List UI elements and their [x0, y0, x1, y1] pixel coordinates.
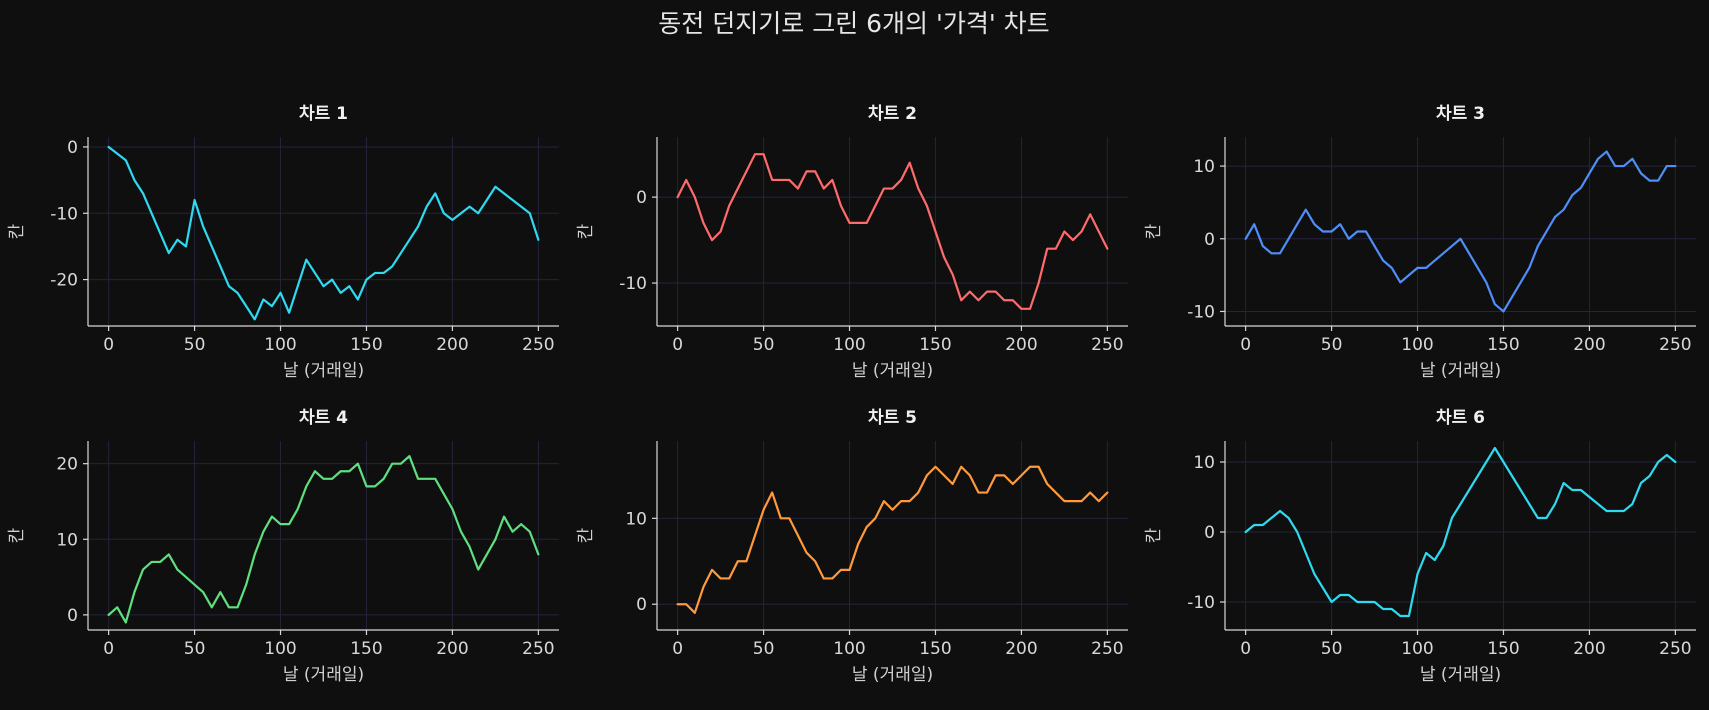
- x-tick-label: 200: [436, 335, 468, 355]
- y-tick-label: 0: [67, 606, 78, 626]
- x-tick-label: 0: [103, 639, 114, 659]
- x-tick-label: 0: [672, 335, 683, 355]
- x-tick-label: 50: [753, 639, 775, 659]
- x-tick-label: 0: [672, 639, 683, 659]
- x-tick-label: 100: [264, 335, 296, 355]
- x-axis-label: 날 (거래일): [1420, 665, 1501, 685]
- x-axis-label: 날 (거래일): [283, 665, 364, 685]
- x-tick-label: 100: [833, 639, 865, 659]
- x-axis-label: 날 (거래일): [852, 361, 933, 381]
- figure-title: 동전 던지기로 그린 6개의 '가격' 차트: [658, 9, 1049, 38]
- y-axis-label: 칸: [7, 527, 27, 543]
- x-axis-label: 날 (거래일): [283, 361, 364, 381]
- x-tick-label: 200: [1573, 639, 1605, 659]
- y-tick-label: 10: [1193, 453, 1215, 473]
- y-tick-label: -10: [1187, 593, 1215, 613]
- y-tick-label: 0: [636, 595, 647, 615]
- series-line: [107, 455, 540, 624]
- chart-title: 차트 4: [299, 408, 348, 428]
- x-tick-label: 250: [522, 335, 554, 355]
- x-tick-label: 0: [1240, 335, 1251, 355]
- y-tick-label: 0: [636, 188, 647, 208]
- x-tick-label: 250: [1659, 639, 1691, 659]
- x-tick-label: 100: [1401, 639, 1433, 659]
- series-line: [1244, 446, 1677, 618]
- y-tick-label: 0: [1204, 523, 1215, 543]
- x-tick-label: 150: [350, 335, 382, 355]
- x-tick-label: 250: [522, 639, 554, 659]
- chart-title: 차트 3: [1436, 104, 1485, 124]
- x-tick-label: 200: [436, 639, 468, 659]
- y-tick-label: 0: [67, 138, 78, 158]
- x-tick-label: 50: [184, 639, 206, 659]
- y-tick-label: -10: [50, 204, 78, 224]
- x-tick-label: 250: [1091, 639, 1123, 659]
- x-tick-label: 200: [1573, 335, 1605, 355]
- y-axis-label: 칸: [7, 223, 27, 239]
- y-tick-label: 10: [1193, 157, 1215, 177]
- y-tick-label: 10: [56, 530, 78, 550]
- x-tick-label: 250: [1091, 335, 1123, 355]
- y-axis-label: 칸: [576, 527, 596, 543]
- series-line: [107, 145, 540, 321]
- chart-panel-4: 0 50 100 150 200 250 0 10 20 차트 4 날 (거래일) 칸: [7, 408, 559, 685]
- x-tick-label: 0: [103, 335, 114, 355]
- series-line: [676, 465, 1109, 614]
- x-tick-label: 200: [1005, 335, 1037, 355]
- x-axis-label: 날 (거래일): [1420, 361, 1501, 381]
- y-axis-label: 칸: [1144, 527, 1164, 543]
- chart-title: 차트 1: [299, 104, 348, 124]
- x-tick-label: 200: [1005, 639, 1037, 659]
- x-tick-label: 50: [1321, 639, 1343, 659]
- x-tick-label: 150: [350, 639, 382, 659]
- chart-panel-5: 0 50 100 150 200 250 0 10 차트 5 날 (거래일) 칸: [576, 408, 1128, 685]
- x-axis-label: 날 (거래일): [852, 665, 933, 685]
- chart-title: 차트 2: [868, 104, 917, 124]
- x-tick-label: 150: [1487, 335, 1519, 355]
- x-tick-label: 150: [1487, 639, 1519, 659]
- series-line: [676, 153, 1109, 310]
- y-tick-label: 10: [625, 509, 647, 529]
- chart-panel-2: 0 50 100 150 200 250 0 -10 차트 2 날 (거래일) 칸: [576, 104, 1128, 381]
- y-tick-label: -10: [1187, 302, 1215, 322]
- chart-title: 차트 5: [868, 408, 917, 428]
- y-axis-label: 칸: [576, 223, 596, 239]
- x-tick-label: 50: [184, 335, 206, 355]
- y-tick-label: -20: [50, 271, 78, 291]
- chart-panel-1: 0 50 100 150 200 250 0 -10 -20 차트 1 날 (거래일) 칸: [7, 104, 559, 381]
- x-tick-label: 100: [1401, 335, 1433, 355]
- y-tick-label: 0: [1204, 230, 1215, 250]
- y-tick-label: -10: [619, 274, 647, 294]
- y-axis-label: 칸: [1144, 223, 1164, 239]
- series-line: [1244, 150, 1677, 313]
- x-tick-label: 100: [833, 335, 865, 355]
- x-tick-label: 50: [1321, 335, 1343, 355]
- x-tick-label: 150: [919, 335, 951, 355]
- x-tick-label: 0: [1240, 639, 1251, 659]
- x-tick-label: 250: [1659, 335, 1691, 355]
- y-tick-label: 20: [56, 455, 78, 475]
- x-tick-label: 150: [919, 639, 951, 659]
- x-tick-label: 50: [753, 335, 775, 355]
- x-tick-label: 100: [264, 639, 296, 659]
- chart-title: 차트 6: [1436, 408, 1485, 428]
